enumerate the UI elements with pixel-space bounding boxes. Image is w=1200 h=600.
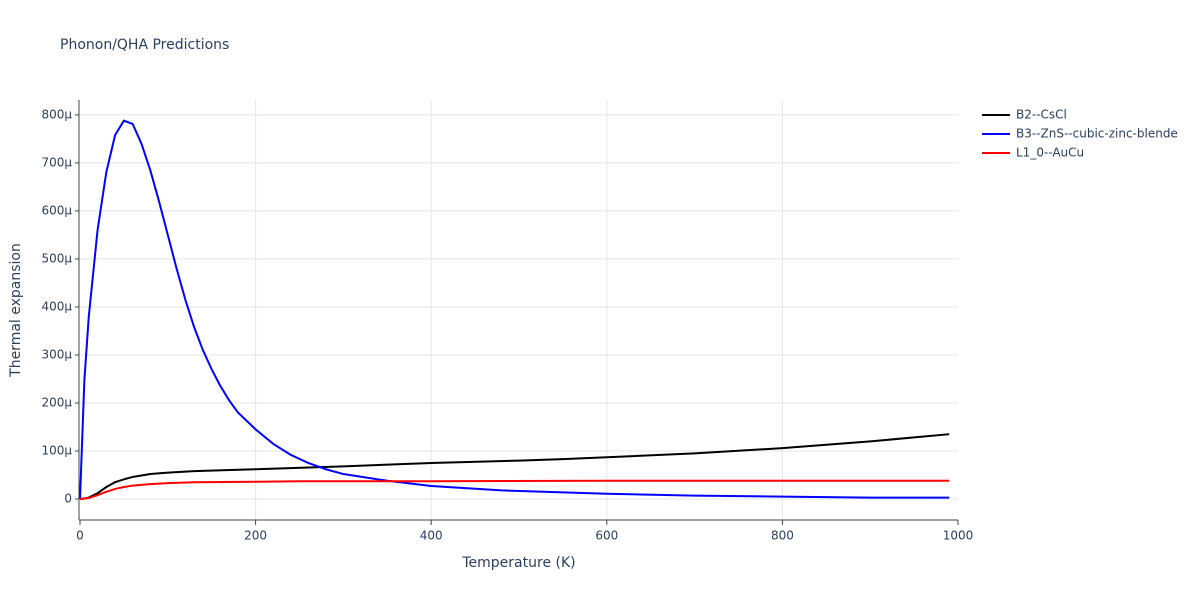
legend-label: B2--CsCl <box>1016 108 1067 122</box>
x-tick-label: 1000 <box>943 529 974 543</box>
legend-label: B3--ZnS--cubic-zinc-blende <box>1016 127 1178 141</box>
y-tick-label: 500µ <box>41 251 72 265</box>
x-tick-label: 200 <box>244 529 267 543</box>
y-tick-label: 100µ <box>41 444 72 458</box>
y-axis-label: Thermal expansion <box>8 243 24 378</box>
y-tick-label: 600µ <box>41 203 72 217</box>
y-tick-label: 800µ <box>41 107 72 121</box>
y-tick-label: 200µ <box>41 395 72 409</box>
x-tick-label: 0 <box>76 529 84 543</box>
data-line <box>79 479 950 501</box>
y-tick-label: 400µ <box>41 299 72 313</box>
data-line <box>79 119 950 500</box>
x-tick-label: 600 <box>595 529 618 543</box>
x-tick-label: 400 <box>420 529 443 543</box>
data-line <box>79 433 950 501</box>
x-tick-label: 800 <box>771 529 794 543</box>
x-axis-label: Temperature (K) <box>461 555 575 571</box>
y-tick-label: 300µ <box>41 347 72 361</box>
chart-title: Phonon/QHA Predictions <box>60 37 229 53</box>
y-tick-label: 700µ <box>41 155 72 169</box>
y-tick-label: 0 <box>64 492 72 506</box>
legend-label: L1_0--AuCu <box>1016 146 1084 160</box>
